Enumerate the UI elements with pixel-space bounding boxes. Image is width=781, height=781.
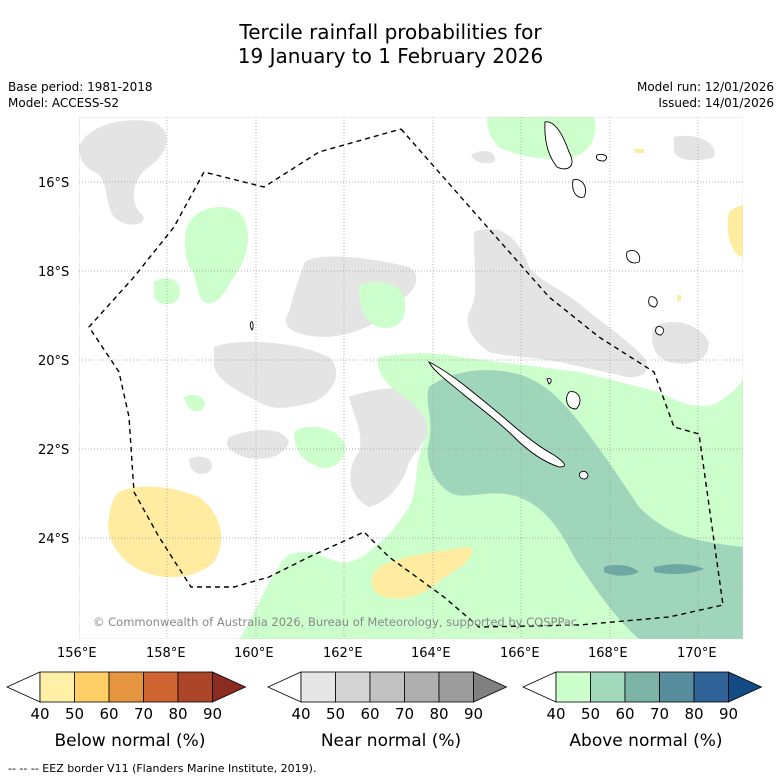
below-normal-label: Below normal (%) [54, 731, 206, 751]
near-colorbar-tick-80: 80 [429, 705, 449, 723]
above-colorbar-tick-50: 50 [580, 705, 601, 723]
model-name: Model: ACCESS-S2 [8, 96, 120, 110]
near-colorbar-segment-4 [404, 671, 440, 703]
below-colorbar-tick-40: 40 [30, 705, 50, 723]
lat-label-20s: 20°S [38, 354, 70, 369]
lon-label-156e: 156°E [57, 646, 97, 661]
near-colorbar-segment-3 [369, 671, 405, 703]
map-gridlines [79, 117, 743, 639]
lon-label-168e: 168°E [588, 646, 628, 661]
near-colorbar-tick-90: 90 [463, 705, 484, 723]
above-colorbar-segment-2 [590, 671, 626, 703]
below-colorbar-segment-2 [74, 671, 110, 703]
above-colorbar-tick-70: 70 [649, 705, 670, 723]
below-colorbar-tick-60: 60 [99, 705, 119, 723]
lon-label-170e: 170°E [677, 646, 717, 661]
above-normal-colorbar [522, 671, 763, 703]
chesterfield-island [249, 321, 254, 331]
near-normal-colorbar [267, 671, 508, 703]
model-run: Model run: 12/01/2026 [636, 80, 774, 94]
below-colorbar-tick-70: 70 [133, 705, 154, 723]
lon-label-158e: 158°E [146, 646, 186, 661]
lat-label-16s: 16°S [38, 176, 70, 191]
above-colorbar-segment-5 [693, 671, 729, 703]
chart-title-line-2: 19 January to 1 February 2026 [237, 44, 544, 68]
below-normal-regions [108, 149, 743, 599]
below-colorbar-tick-90: 90 [202, 705, 223, 723]
below-normal-colorbar [6, 671, 247, 703]
vanuatu-ambae [595, 154, 608, 162]
rainfall-probability-map: © Commonwealth of Australia 2026, Bureau… [79, 117, 743, 639]
below-colorbar-tick-80: 80 [168, 705, 188, 723]
below-colorbar-extend-high [212, 671, 247, 703]
above-normal-70-80-regions [604, 564, 704, 576]
vanuatu-erromango [648, 296, 658, 308]
near-colorbar-tick-60: 60 [360, 705, 380, 723]
vanuatu-tanna [655, 326, 664, 336]
near-colorbar-extend-low [267, 671, 302, 703]
near-colorbar-tick-40: 40 [291, 705, 311, 723]
above-colorbar-segment-4 [659, 671, 695, 703]
eez-border [88, 128, 724, 628]
near-colorbar-segment-5 [438, 671, 474, 703]
lat-label-24s: 24°S [38, 532, 70, 547]
loyalty-island-mare [578, 470, 589, 480]
above-colorbar-extend-low [522, 671, 557, 703]
near-normal-label: Near normal (%) [320, 731, 462, 751]
lon-label-166e: 166°E [500, 646, 540, 661]
above-colorbar-extend-high [728, 671, 763, 703]
issued-date: Issued: 14/01/2026 [658, 96, 774, 110]
lon-label-160e: 160°E [234, 646, 274, 661]
near-colorbar-tick-50: 50 [325, 705, 346, 723]
near-colorbar-tick-70: 70 [394, 705, 415, 723]
below-colorbar-segment-3 [108, 671, 144, 703]
above-colorbar-tick-90: 90 [718, 705, 739, 723]
eez-footnote: -- -- -- EEZ border V11 (Flanders Marine… [8, 762, 317, 775]
lat-label-22s: 22°S [38, 443, 70, 458]
above-colorbar-tick-60: 60 [615, 705, 635, 723]
lat-label-18s: 18°S [38, 265, 70, 280]
vanuatu-malakula [572, 179, 586, 198]
vanuatu-efate [626, 250, 641, 264]
below-colorbar-segment-1 [39, 671, 75, 703]
above-normal-label: Above normal (%) [569, 731, 723, 751]
vanuatu-espiritu-santo [544, 121, 573, 170]
below-colorbar-segment-5 [177, 671, 213, 703]
above-colorbar-tick-40: 40 [546, 705, 566, 723]
coastline-outlines [249, 121, 664, 480]
loyalty-island-ouvea [546, 378, 552, 385]
near-colorbar-segment-2 [335, 671, 371, 703]
lon-label-164e: 164°E [411, 646, 451, 661]
lon-label-162e: 162°E [323, 646, 363, 661]
chart-title-line-1: Tercile rainfall probabilities for [239, 20, 542, 44]
near-colorbar-extend-high [473, 671, 508, 703]
near-colorbar-segment-1 [300, 671, 336, 703]
below-colorbar-extend-low [6, 671, 41, 703]
below-colorbar-tick-50: 50 [64, 705, 85, 723]
above-colorbar-segment-1 [555, 671, 591, 703]
copyright-text: © Commonwealth of Australia 2026, Bureau… [93, 615, 577, 629]
new-caledonia-main-island [427, 360, 565, 468]
loyalty-island-lifou [566, 391, 581, 410]
above-colorbar-tick-80: 80 [684, 705, 704, 723]
base-period: Base period: 1981-2018 [8, 80, 153, 94]
below-colorbar-segment-4 [143, 671, 179, 703]
above-colorbar-segment-3 [624, 671, 660, 703]
